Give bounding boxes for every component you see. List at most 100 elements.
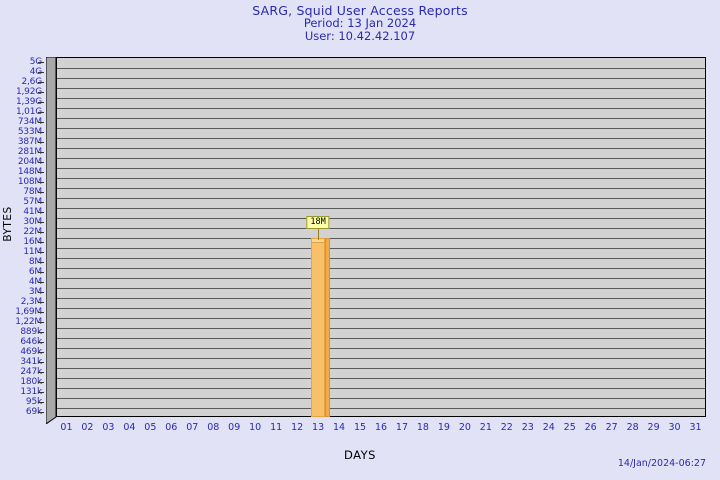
y-axis-tick-label: 734M [17, 117, 42, 127]
y-axis: 5G 4G 2,6G 1,92G 1,39G 1,01G 734M 533M 387M 281M 2… [0, 57, 44, 417]
x-axis-tick-label: 28 [626, 422, 639, 433]
bar-label-stem [318, 227, 320, 241]
y-axis-tick [38, 152, 44, 153]
y-axis-tick [38, 312, 44, 313]
y-axis-tick-label: 95k [25, 397, 42, 407]
x-axis-tick-label: 30 [668, 422, 681, 433]
y-axis-tick [38, 292, 44, 293]
y-axis-tick [38, 142, 44, 143]
y-axis-tick-label: 1,01G [15, 107, 42, 117]
y-axis-tick [38, 382, 44, 383]
gridline [57, 318, 705, 319]
gridline [57, 308, 705, 309]
gridline [57, 198, 705, 199]
gridline [57, 258, 705, 259]
x-axis-tick-label: 10 [249, 422, 262, 433]
y-axis-tick [38, 322, 44, 323]
x-axis-tick-label: 14 [333, 422, 346, 433]
y-axis-tick-label: 387M [17, 137, 42, 147]
gridline [57, 138, 705, 139]
x-axis-tick-label: 23 [521, 422, 534, 433]
bar-front-face [311, 238, 326, 417]
bar [311, 238, 331, 422]
y-axis-tick-label: 180k [20, 377, 42, 387]
y-axis-tick [38, 92, 44, 93]
gridline [57, 158, 705, 159]
y-axis-tick [38, 262, 44, 263]
y-axis-tick [38, 202, 44, 203]
y-axis-tick [38, 102, 44, 103]
y-axis-tick [38, 392, 44, 393]
y-axis-tick [38, 232, 44, 233]
y-axis-tick [38, 332, 44, 333]
gridline [57, 298, 705, 299]
y-axis-tick-label: 3M [28, 287, 42, 297]
y-axis-tick [38, 222, 44, 223]
gridline [57, 238, 705, 239]
y-axis-tick [38, 252, 44, 253]
generated-timestamp: 14/Jan/2024-06:27 [617, 458, 706, 469]
y-axis-tick-label: 6M [28, 267, 42, 277]
x-axis-tick-label: 17 [395, 422, 408, 433]
x-axis-tick-label: 24 [542, 422, 555, 433]
y-axis-tick-label: 204M [17, 157, 42, 167]
gridline [57, 248, 705, 249]
y-axis-tick [38, 242, 44, 243]
y-axis-tick-label: 533M [17, 127, 42, 137]
x-axis-tick-label: 08 [207, 422, 220, 433]
y-axis-tick [38, 302, 44, 303]
y-axis-tick [38, 82, 44, 83]
gridline [57, 148, 705, 149]
y-axis-tick [38, 352, 44, 353]
x-axis-tick-label: 20 [458, 422, 471, 433]
y-axis-tick-label: 69k [25, 407, 42, 417]
gridline [57, 108, 705, 109]
x-axis-tick-label: 02 [81, 422, 94, 433]
x-axis-tick-label: 26 [584, 422, 597, 433]
y-axis-tick [38, 62, 44, 63]
plot-area [56, 57, 706, 417]
y-axis-tick [38, 212, 44, 213]
y-axis-tick-label: 30M [23, 217, 42, 227]
y-axis-tick-label: 16M [23, 237, 42, 247]
x-axis-tick-label: 06 [165, 422, 178, 433]
y-axis-tick-label: 2,6G [21, 77, 43, 87]
y-axis-tick [38, 122, 44, 123]
y-axis-tick-label: 22M [23, 227, 42, 237]
report-user: User: 10.42.42.107 [304, 29, 416, 43]
x-axis-tick-label: 07 [186, 422, 199, 433]
x-axis-tick-label: 29 [647, 422, 660, 433]
y-axis-tick-label: 4G [29, 67, 43, 77]
bar-value-label: 18M [306, 216, 330, 230]
x-axis-tick-label: 21 [479, 422, 492, 433]
gridline [57, 208, 705, 209]
y-axis-tick [38, 372, 44, 373]
x-axis-tick-label: 19 [437, 422, 450, 433]
x-axis-tick-label: 09 [228, 422, 241, 433]
gridline [57, 268, 705, 269]
y-axis-tick-label: 11M [23, 247, 42, 257]
gridline [57, 368, 705, 369]
x-axis-tick-label: 25 [563, 422, 576, 433]
gridline [57, 328, 705, 329]
report-period: Period: 13 Jan 2024 [303, 16, 417, 30]
y-axis-tick-label: 8M [28, 257, 42, 267]
x-axis-tick-label: 05 [144, 422, 157, 433]
gridline [57, 218, 705, 219]
gridline [57, 188, 705, 189]
y-axis-tick-label: 247k [20, 367, 42, 377]
y-axis-tick-label: 1,69M [15, 307, 42, 317]
gridline [57, 358, 705, 359]
y-axis-tick [38, 72, 44, 73]
y-axis-tick-label: 1,92G [15, 87, 42, 97]
gridline [57, 288, 705, 289]
y-axis-tick-label: 1,39G [15, 97, 42, 107]
gridline [57, 228, 705, 229]
y-axis-tick [38, 282, 44, 283]
y-axis-tick [38, 112, 44, 113]
x-axis-tick-label: 01 [60, 422, 73, 433]
gridline [57, 378, 705, 379]
y-axis-tick [38, 172, 44, 173]
x-axis-tick-label: 18 [416, 422, 429, 433]
